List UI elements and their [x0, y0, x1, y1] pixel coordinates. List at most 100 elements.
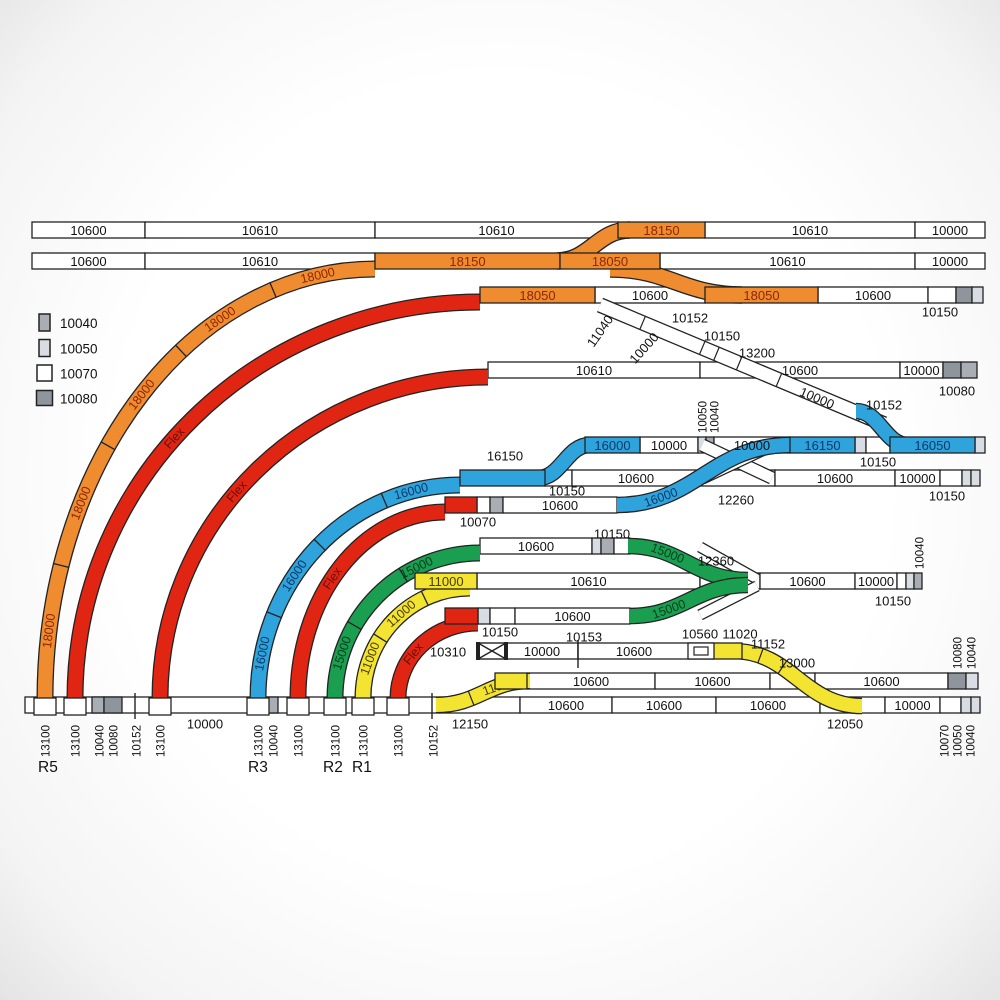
- stub-tab: [351, 697, 375, 716]
- track-segment-label: 10600: [542, 498, 578, 513]
- part-label: 11040: [584, 312, 616, 349]
- track-segment-label: 10000: [524, 644, 560, 659]
- track-segment-label: 10610: [570, 574, 606, 589]
- track-segment: [914, 252, 986, 270]
- curve-joint-tick: [52, 562, 70, 569]
- track-segment-colored: [617, 221, 706, 239]
- curve-orange-R5: [37, 261, 376, 699]
- track-segment-label: 18150: [449, 254, 485, 269]
- track-segment-label: 10600: [573, 674, 609, 689]
- track-segment: [939, 696, 962, 714]
- part-label: 10150: [594, 527, 630, 542]
- legend-swatch: [38, 313, 51, 332]
- curve-joint-tick: [269, 282, 277, 298]
- track-segment-label: 10600: [632, 288, 668, 303]
- track-segment-label: 10610: [769, 254, 805, 269]
- part-label: 10150: [929, 489, 965, 504]
- curve-red-flex-3: [290, 504, 446, 699]
- part-label-vertical: 10040: [95, 725, 107, 757]
- track-segment-label: 10600: [518, 539, 554, 554]
- part-label: 10560: [682, 627, 718, 642]
- part-label: 10150: [549, 484, 585, 499]
- track-segment: [939, 469, 963, 487]
- legend-swatch: [35, 389, 54, 407]
- track-segment-label: 10600: [70, 254, 106, 269]
- curve-joint-tick: [420, 590, 429, 607]
- part-label-vertical: 13100: [254, 725, 266, 757]
- track-segment-colored: [559, 252, 661, 270]
- track-segment: [477, 607, 491, 625]
- part-label-vertical: 10050: [698, 401, 710, 433]
- track-segment: [971, 286, 984, 304]
- curve-red-flex-1: [67, 294, 481, 699]
- part-label: 13000: [779, 656, 815, 671]
- part-label: 10150: [482, 625, 518, 640]
- track-segment-label: 18050: [592, 254, 628, 269]
- legend-swatch: [38, 338, 51, 358]
- part-label: 10150: [704, 329, 740, 344]
- part-label: 10152: [672, 311, 708, 326]
- track-segment: [476, 496, 491, 514]
- track-segment-label: 10610: [242, 223, 278, 238]
- legend-label: 10070: [60, 367, 98, 382]
- track-segment: [955, 286, 973, 304]
- track-segment: [961, 469, 972, 487]
- stub-tab: [323, 697, 347, 716]
- part-label-vertical: 10040: [269, 725, 281, 757]
- track-segment-colored: [479, 286, 596, 304]
- band-joint-tick: [467, 690, 475, 706]
- track-segment: [24, 696, 441, 714]
- green-junction-lower: [629, 578, 749, 623]
- curve-joint-tick: [174, 344, 188, 358]
- part-label: 13200: [739, 346, 775, 361]
- band-joint-tick: [698, 340, 706, 355]
- track-segment: [489, 496, 504, 514]
- diagonal-branch: [597, 299, 887, 430]
- part-label-vertical: 10152: [429, 725, 441, 757]
- track-segment-colored: [584, 436, 641, 454]
- track-segment-label: 10600: [750, 698, 786, 713]
- track-segment-label: 18050: [519, 288, 555, 303]
- curve-joint-tick: [380, 492, 389, 509]
- curve-label: 18000: [40, 613, 58, 649]
- track-segment: [914, 221, 986, 239]
- track-segment-label: 10600: [554, 609, 590, 624]
- part-label: 16150: [487, 449, 523, 464]
- track-segment-label: 10600: [863, 674, 899, 689]
- band-joint-tick: [777, 660, 788, 675]
- part-label-vertical: 13100: [394, 725, 406, 757]
- part-label-vertical: 10040: [710, 401, 722, 433]
- band-joint-tick: [757, 647, 764, 664]
- radius-label: R5: [38, 759, 58, 776]
- track-segment-colored: [711, 642, 743, 660]
- part-label-vertical: 10050: [953, 725, 965, 757]
- track-segment-label: 10600: [789, 574, 825, 589]
- track-segment-label: 10610: [792, 223, 828, 238]
- track-segment-label: 18050: [743, 288, 779, 303]
- track-segment-label: 10000: [734, 438, 770, 453]
- track-segment-label: 10600: [817, 471, 853, 486]
- track-segment-label: 10600: [618, 471, 654, 486]
- part-label: 12360: [698, 554, 734, 569]
- track-segment-label: 18150: [643, 223, 679, 238]
- curve-joint-tick: [100, 441, 116, 451]
- curve-joint-tick: [372, 633, 388, 644]
- part-label-vertical: 10040: [967, 637, 979, 669]
- part-label: 12150: [452, 717, 488, 732]
- track-segment-label: 10000: [932, 254, 968, 269]
- part-label-vertical: 13100: [156, 725, 168, 757]
- track-segment-colored: [494, 672, 528, 690]
- part-label: 10150: [875, 594, 911, 609]
- track-segment-colored: [444, 496, 478, 514]
- stub-tab: [386, 697, 410, 716]
- track-segment: [965, 672, 979, 690]
- track-segment: [927, 286, 957, 304]
- track-segment-colored: [459, 469, 546, 487]
- stub-tab: [148, 697, 172, 716]
- track-segment-label: 10610: [576, 363, 612, 378]
- track-segment-label: 10600: [855, 288, 891, 303]
- radius-label: R1: [352, 759, 372, 776]
- track-segment: [91, 696, 105, 714]
- track-segment: [489, 607, 516, 625]
